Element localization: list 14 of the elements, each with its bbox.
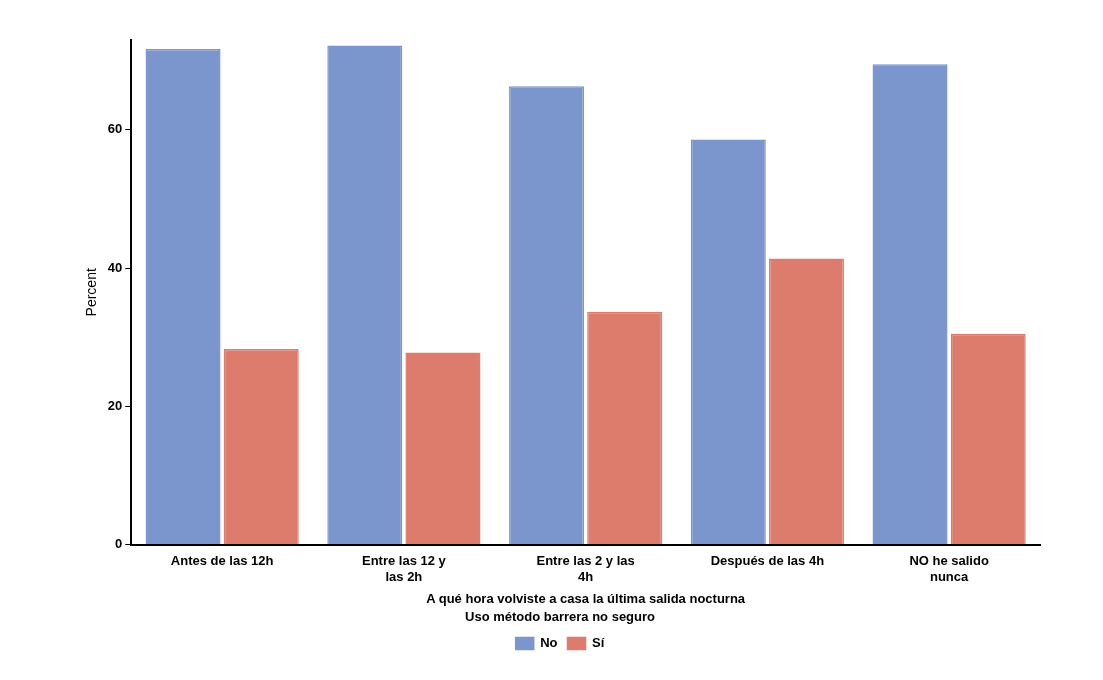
x-tick-label: Entre las 12 y las 2h: [361, 552, 447, 584]
x-tick-label: Antes de las 12h: [170, 552, 274, 568]
y-tick-label: 60: [107, 121, 123, 137]
legend-title: Uso método barrera no seguro: [465, 609, 656, 625]
y-tick-label: 0: [115, 536, 123, 552]
x-axis-title: A qué hora volviste a casa la última salida nocturna: [426, 591, 746, 607]
y-tick-label: 20: [107, 397, 123, 413]
legend-label: Sí: [592, 635, 605, 651]
x-tick-label: NO he salido nunca: [909, 552, 989, 584]
y-tick-label: 40: [107, 259, 123, 275]
x-tick-label: Después de las 4h: [710, 552, 825, 568]
legend-label: No: [540, 635, 558, 651]
y-axis-title: Percent: [83, 268, 100, 317]
x-tick-label: Entre las 2 y las 4h: [536, 552, 635, 584]
